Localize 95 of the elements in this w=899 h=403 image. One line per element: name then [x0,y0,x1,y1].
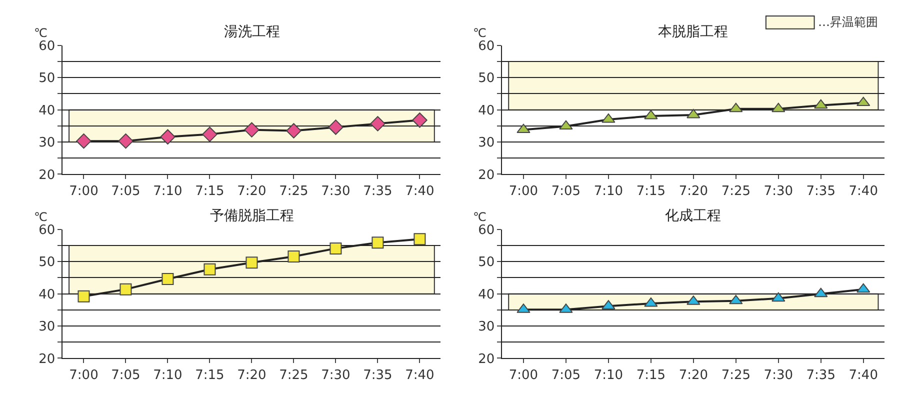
x-tick-label: 7:15 [636,368,666,383]
y-tick-label: 40 [478,287,495,302]
y-tick-label: 50 [478,255,495,270]
y-tick-label: 60 [478,222,495,238]
y-axis-title: ℃ [473,26,486,40]
y-tick-label: 60 [38,222,56,238]
legend-label: …昇温範囲 [818,15,878,29]
point [372,236,384,249]
x-tick-label: 7:35 [806,368,836,383]
point [814,99,828,109]
x-tick-label: 7:40 [848,184,878,199]
x-tick-label: 7:20 [237,184,266,199]
x-tick-label: 7:20 [237,368,266,383]
x-tick-label: 7:20 [678,368,708,383]
x-tick-label: 7:15 [195,368,224,383]
y-tick-label: 50 [38,71,56,86]
y-tick-label: 30 [38,136,56,151]
point [244,122,260,138]
y-axis-title: ℃ [473,210,486,224]
point [814,288,828,298]
point [120,283,132,296]
y-tick-label: 30 [38,320,56,335]
x-tick-label: 7:35 [363,184,392,199]
point [412,112,428,128]
point [729,294,743,304]
x-tick-label: 7:35 [806,184,836,199]
point [729,102,743,112]
x-tick-label: 7:40 [405,184,434,199]
x-tick-label: 7:25 [279,368,308,383]
point [202,126,218,142]
chart-title: 予備脱脂工程 [210,208,294,224]
point [856,96,870,106]
x-tick-label: 7:15 [636,184,666,199]
point [516,124,530,134]
y-tick-label: 60 [38,38,56,54]
y-tick-label: 20 [478,168,495,183]
y-tick-label: 20 [38,352,56,367]
x-tick-label: 7:05 [551,184,581,199]
x-tick-label: 7:15 [195,184,224,199]
y-tick-label: 20 [38,168,56,183]
x-tick-label: 7:25 [721,368,751,383]
y-tick-label: 30 [478,320,495,335]
x-tick-label: 7:00 [69,184,98,199]
point [118,133,134,149]
point [160,129,176,145]
x-tick-label: 7:30 [764,184,793,199]
y-tick-label: 50 [38,255,56,270]
y-axis-title: ℃ [34,26,48,40]
point [772,102,786,112]
point [772,292,786,302]
chart-title: 化成工程 [665,208,721,224]
y-axis-title: ℃ [34,210,48,224]
x-tick-label: 7:25 [279,184,308,199]
x-tick-label: 7:40 [848,368,878,383]
point [686,108,700,118]
x-tick-label: 7:40 [405,368,434,383]
y-tick-label: 30 [478,136,495,151]
x-tick-label: 7:30 [321,184,350,199]
x-tick-label: 7:05 [551,368,581,383]
point [856,283,870,293]
x-tick-label: 7:00 [69,368,98,383]
x-tick-label: 7:30 [764,368,793,383]
y-tick-label: 50 [478,71,495,86]
point [559,120,573,130]
point [330,242,342,254]
x-tick-label: 7:05 [111,184,140,199]
x-tick-label: 7:25 [721,184,751,199]
point [414,233,426,246]
y-tick-label: 40 [38,103,56,118]
point [78,290,90,302]
y-tick-label: 20 [478,352,495,367]
x-tick-label: 7:10 [153,368,182,383]
x-tick-label: 7:20 [678,184,708,199]
x-tick-label: 7:10 [594,184,624,199]
y-tick-label: 60 [478,38,495,54]
y-tick-label: 40 [478,103,495,118]
x-tick-label: 7:10 [594,368,624,383]
x-tick-label: 7:00 [508,184,538,199]
chart-title: 本脱脂工程 [658,24,728,40]
point [370,116,386,132]
point [76,133,92,149]
chart-title: 湯洗工程 [224,24,280,40]
x-tick-label: 7:00 [508,368,538,383]
x-tick-label: 7:10 [153,184,182,199]
y-tick-label: 40 [38,287,56,302]
point [328,120,344,135]
x-tick-label: 7:30 [321,368,350,383]
point [204,263,216,276]
point [288,250,300,262]
point [162,273,174,286]
x-tick-label: 7:35 [363,368,392,383]
x-tick-label: 7:05 [111,368,140,383]
point [286,123,302,138]
point [246,256,258,269]
point [644,110,658,120]
